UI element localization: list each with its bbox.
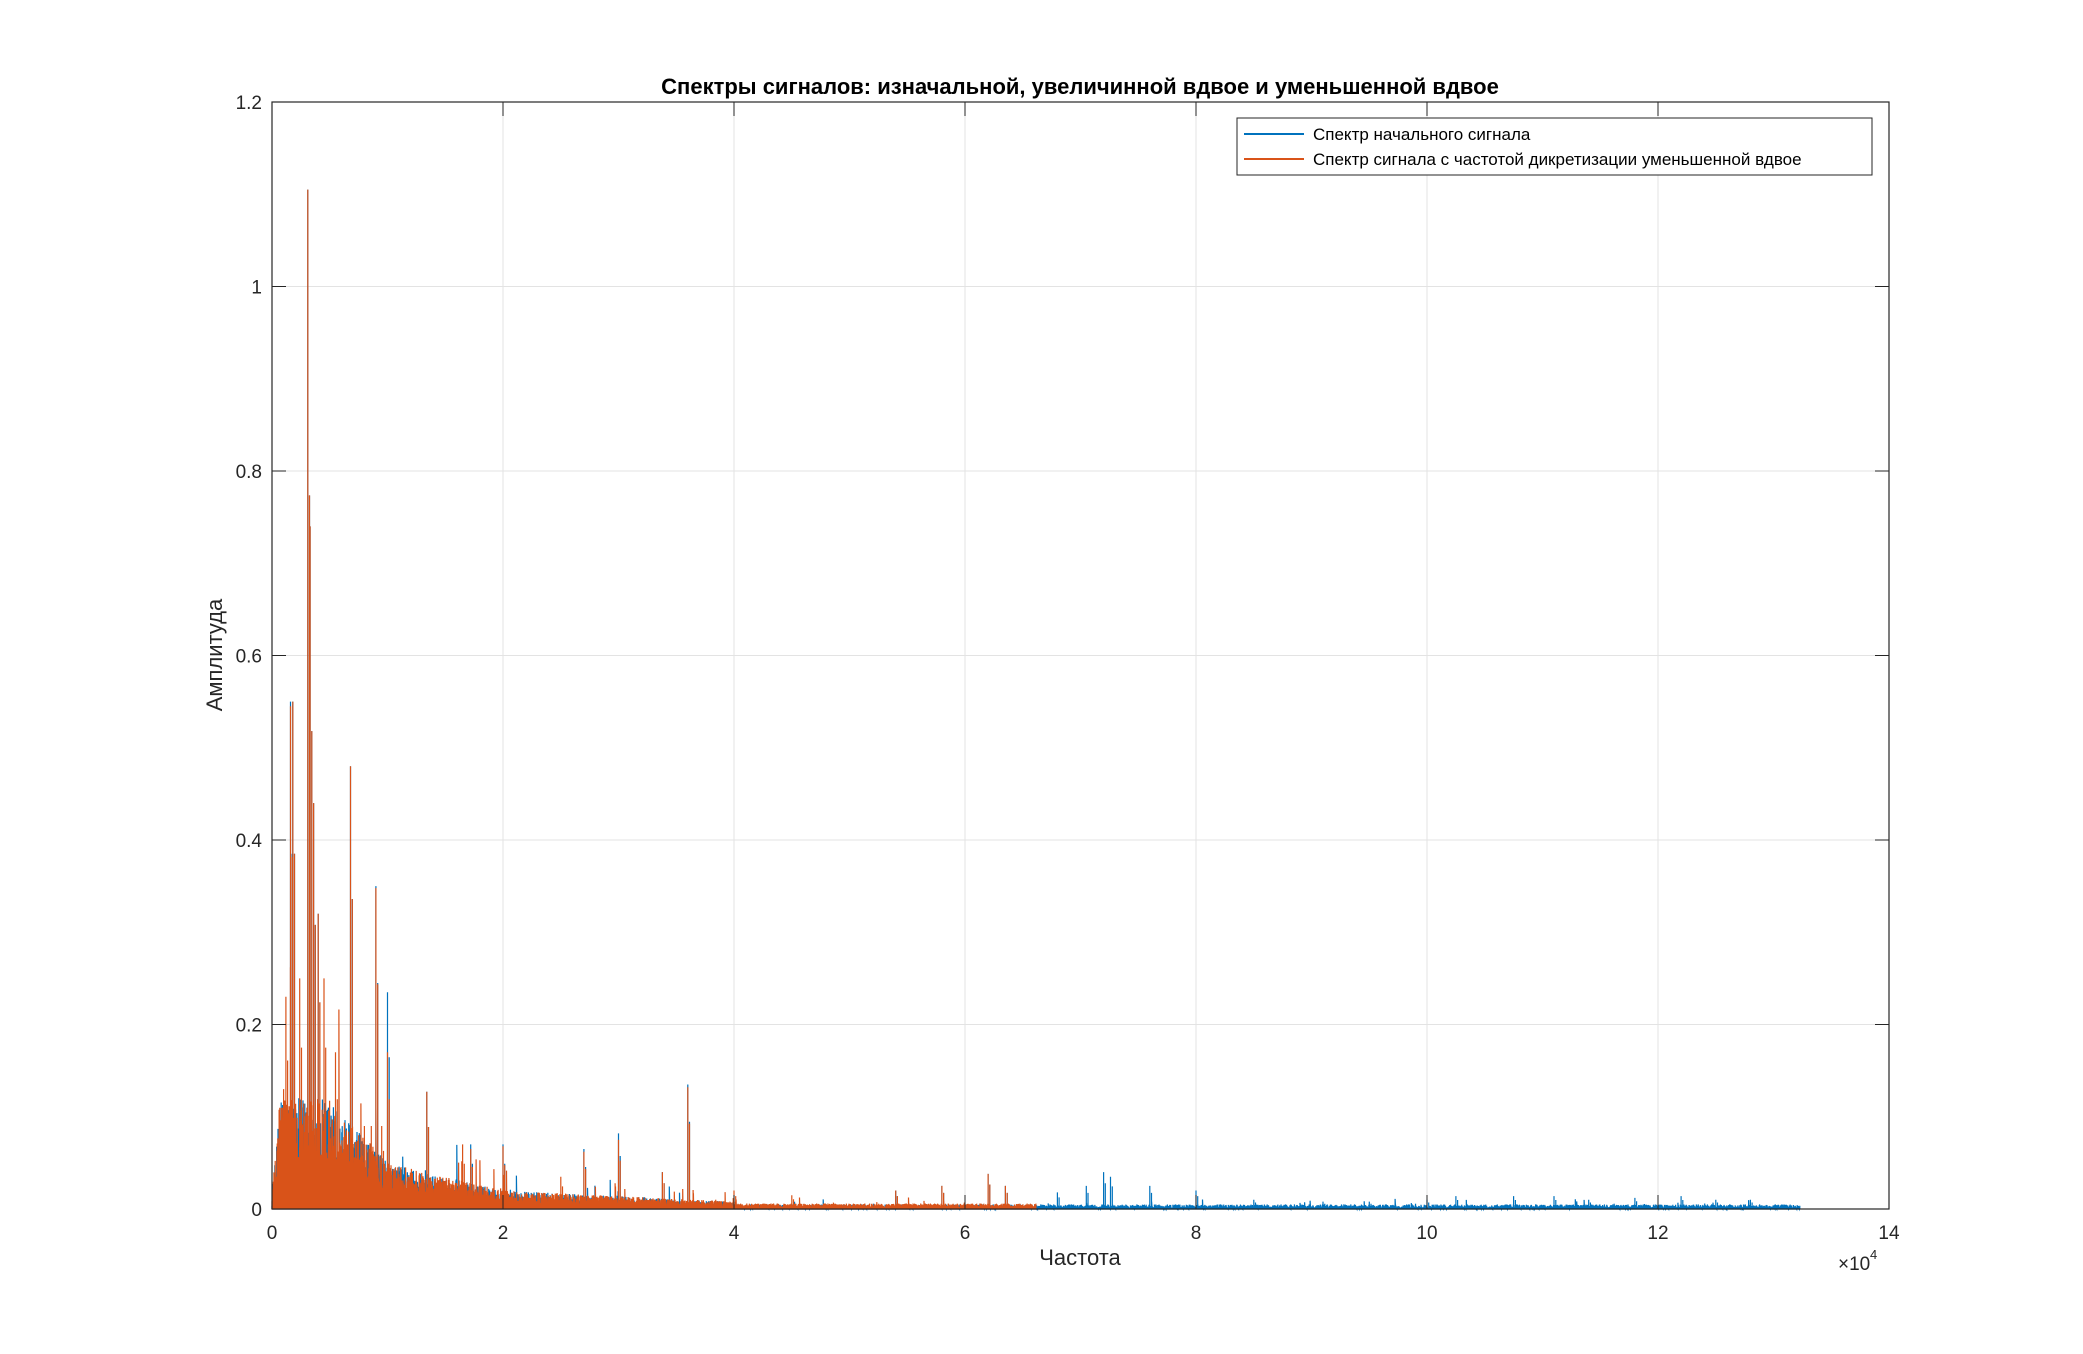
y-axis-label: Амплитуда <box>202 598 227 711</box>
legend-box <box>1236 117 1873 176</box>
x-tick-label: 14 <box>1878 1223 1900 1244</box>
x-tick-label: 8 <box>1191 1223 1202 1244</box>
x-axis-label: Частота <box>1039 1245 1121 1270</box>
x-axis-exponent-power: 4 <box>1870 1247 1877 1262</box>
plot-series <box>271 189 1801 1212</box>
y-tick-label: 1.2 <box>236 93 262 114</box>
y-tick-label: 1 <box>251 278 262 299</box>
legend-entry-series-2: Спектр сигнала с частотой дикретизации у… <box>1313 150 1802 169</box>
x-axis-exponent: ×10 4 <box>1838 1247 1877 1275</box>
x-axis-exponent-base: ×10 <box>1838 1254 1870 1275</box>
x-tick-label: 0 <box>267 1223 278 1244</box>
chart-title: Спектры сигналов: изначальной, увеличинн… <box>661 74 1499 99</box>
legend-entry-series-1: Спектр начального сигнала <box>1313 125 1531 144</box>
x-tick-label: 12 <box>1647 1223 1668 1244</box>
x-tick-label: 4 <box>729 1223 740 1244</box>
y-tick-label: 0.2 <box>236 1016 262 1037</box>
x-tick-label: 10 <box>1416 1223 1437 1244</box>
axis-ticks: 0 2 4 6 8 10 12 14 0 0.2 0.4 0.6 0.8 1 1.2 <box>236 93 1900 1244</box>
grid-lines <box>272 102 1889 1209</box>
y-tick-label: 0 <box>251 1200 262 1221</box>
y-tick-label: 0.6 <box>236 647 262 668</box>
legend: Спектр начального сигнала Спектр сигнала… <box>1236 117 1873 176</box>
x-tick-label: 2 <box>498 1223 509 1244</box>
y-tick-label: 0.8 <box>236 462 262 483</box>
y-tick-label: 0.4 <box>236 831 263 852</box>
series-line-2 <box>271 189 1037 1210</box>
x-tick-label: 6 <box>960 1223 971 1244</box>
